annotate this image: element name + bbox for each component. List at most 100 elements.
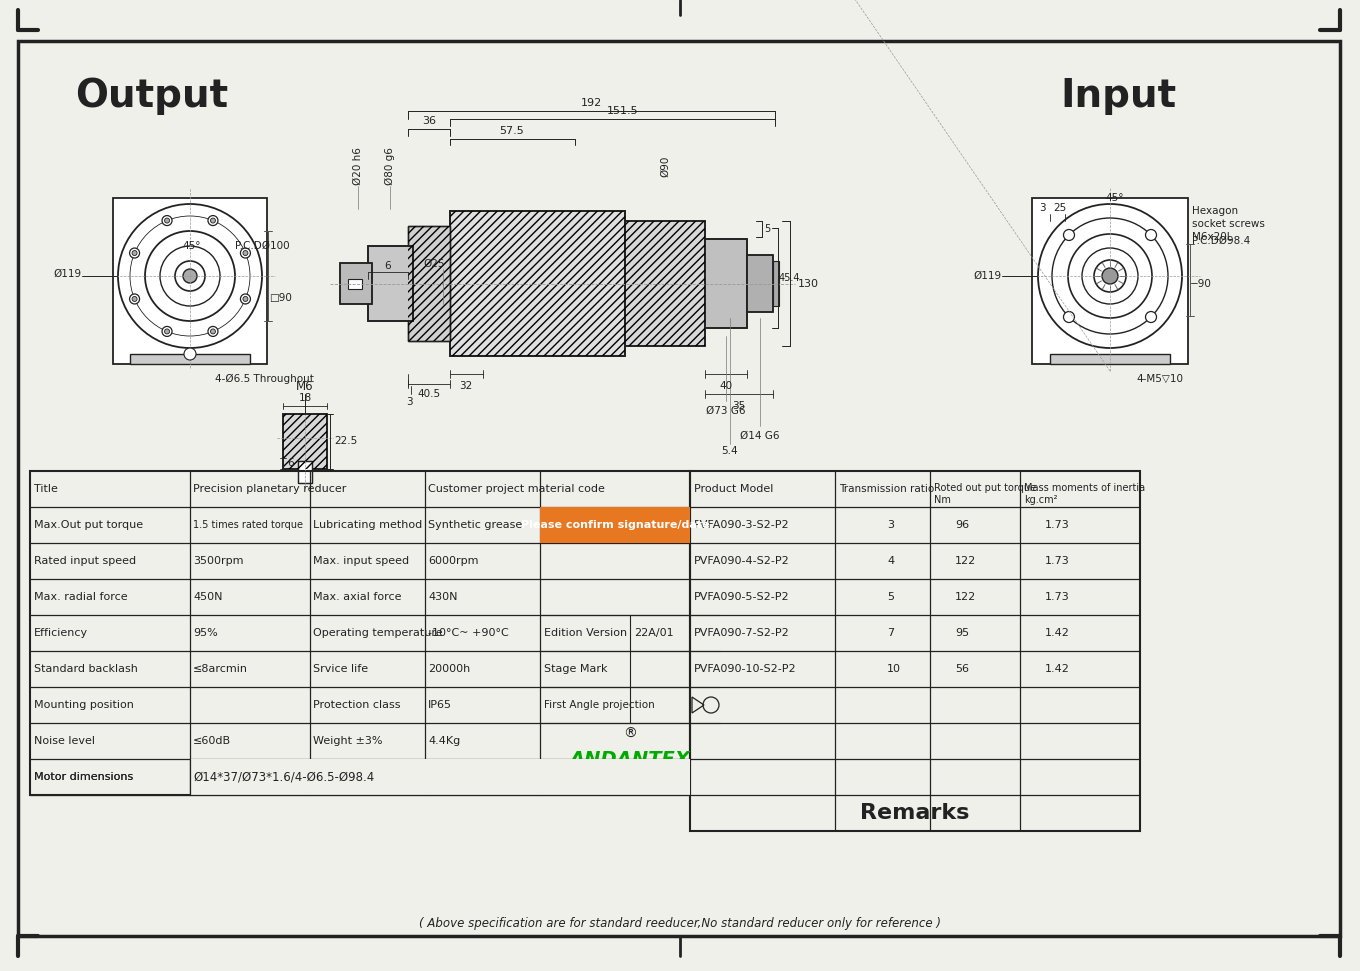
Text: 40.5: 40.5 (418, 389, 441, 399)
Text: 151.5: 151.5 (607, 106, 638, 116)
Text: PVFA090-5-S2-P2: PVFA090-5-S2-P2 (694, 592, 790, 602)
Text: 3: 3 (405, 397, 412, 407)
Text: 6: 6 (287, 458, 294, 468)
Bar (450, 211, 626, 356)
Bar (747, 255, 772, 312)
Text: 3: 3 (1039, 203, 1046, 213)
Text: Ø20 h6: Ø20 h6 (354, 147, 363, 184)
Text: Hexagon: Hexagon (1191, 206, 1238, 216)
Text: ≤60dB: ≤60dB (193, 736, 231, 746)
Bar (283, 414, 326, 469)
Text: Max. axial force: Max. axial force (313, 592, 401, 602)
Text: 22A/01: 22A/01 (634, 628, 673, 638)
Bar (408, 226, 450, 341)
Text: 36: 36 (422, 116, 437, 126)
Bar (348, 279, 362, 288)
Bar (30, 471, 690, 795)
Text: 7: 7 (887, 628, 894, 638)
Circle shape (208, 326, 218, 336)
Text: Title: Title (34, 484, 58, 494)
Text: ≤8arcmin: ≤8arcmin (193, 664, 248, 674)
Circle shape (129, 294, 140, 304)
Text: M6x20L: M6x20L (1191, 232, 1232, 242)
Text: 95: 95 (955, 628, 970, 638)
Bar (298, 461, 311, 483)
Text: Ø119: Ø119 (54, 269, 82, 279)
Text: Ø25: Ø25 (423, 258, 445, 269)
Text: Protection class: Protection class (313, 700, 400, 710)
Text: 450N: 450N (193, 592, 223, 602)
Text: ( Above specification are for standard reeducer,No standard reducer only for ref: ( Above specification are for standard r… (419, 917, 941, 929)
Bar (131, 354, 250, 364)
Text: Ø73 G6: Ø73 G6 (706, 406, 745, 416)
Text: 5.4: 5.4 (722, 446, 738, 456)
Text: 4-Ø6.5 Throughout: 4-Ø6.5 Throughout (215, 374, 314, 385)
Text: Precision planetary reducer: Precision planetary reducer (193, 484, 347, 494)
Text: PVFA090-7-S2-P2: PVFA090-7-S2-P2 (694, 628, 790, 638)
Bar (190, 759, 690, 795)
Bar (369, 246, 413, 321)
Text: -10°C~ +90°C: -10°C~ +90°C (428, 628, 509, 638)
Text: 3: 3 (887, 520, 894, 530)
Circle shape (208, 216, 218, 225)
Circle shape (1145, 229, 1156, 241)
Text: 45°: 45° (182, 241, 200, 251)
Text: ANDANTEX: ANDANTEX (570, 750, 691, 768)
Text: Noise level: Noise level (34, 736, 95, 746)
Text: Rated input speed: Rated input speed (34, 556, 136, 566)
Bar (690, 471, 1140, 831)
Circle shape (132, 296, 137, 301)
Text: Standard backlash: Standard backlash (34, 664, 137, 674)
Text: Product Model: Product Model (694, 484, 774, 494)
Circle shape (132, 251, 137, 255)
Bar (1050, 354, 1170, 364)
Text: Weight ±3%: Weight ±3% (313, 736, 382, 746)
Circle shape (211, 329, 215, 334)
Text: Max. radial force: Max. radial force (34, 592, 128, 602)
Circle shape (162, 216, 171, 225)
Bar (450, 211, 626, 356)
Circle shape (1064, 229, 1074, 241)
Text: Stage Mark: Stage Mark (544, 664, 608, 674)
Text: 96: 96 (955, 520, 970, 530)
Text: 4.4Kg: 4.4Kg (428, 736, 460, 746)
Text: 20000h: 20000h (428, 664, 471, 674)
Text: Input: Input (1059, 77, 1176, 115)
Text: Roted out put torque
Nm: Roted out put torque Nm (934, 484, 1036, 505)
Bar (1032, 198, 1189, 364)
Text: 1.5 times rated torque: 1.5 times rated torque (193, 520, 303, 530)
Text: 22.5: 22.5 (335, 436, 358, 446)
Text: PVFA090-4-S2-P2: PVFA090-4-S2-P2 (694, 556, 790, 566)
Circle shape (184, 269, 197, 283)
Text: 1.73: 1.73 (1044, 556, 1070, 566)
Text: 1.42: 1.42 (1044, 664, 1070, 674)
Text: IP65: IP65 (428, 700, 452, 710)
Circle shape (211, 218, 215, 223)
Text: 1.73: 1.73 (1044, 592, 1070, 602)
Circle shape (243, 296, 248, 301)
Text: 57.5: 57.5 (499, 126, 525, 136)
Bar (704, 239, 747, 328)
Text: 10: 10 (887, 664, 900, 674)
Circle shape (165, 329, 170, 334)
Text: 6000rpm: 6000rpm (428, 556, 479, 566)
Circle shape (1038, 204, 1182, 348)
Text: Motor dimensions: Motor dimensions (34, 772, 133, 782)
Text: Max. input speed: Max. input speed (313, 556, 409, 566)
Bar (747, 255, 772, 312)
Text: Motor dimensions: Motor dimensions (34, 772, 133, 782)
Bar (113, 198, 267, 364)
Text: M6: M6 (296, 380, 314, 392)
Text: Ø119: Ø119 (974, 271, 1002, 281)
Circle shape (1102, 268, 1118, 284)
Text: 5: 5 (764, 224, 770, 234)
Bar (408, 226, 450, 341)
Text: ®: ® (623, 727, 636, 741)
Circle shape (129, 248, 140, 258)
Text: P.C.DØ100: P.C.DØ100 (235, 241, 290, 251)
Text: 35: 35 (733, 401, 745, 411)
Text: Synthetic grease: Synthetic grease (428, 520, 522, 530)
Text: socket screws: socket screws (1191, 219, 1265, 229)
Text: Ø80 g6: Ø80 g6 (385, 147, 396, 184)
Text: 32: 32 (460, 381, 473, 391)
